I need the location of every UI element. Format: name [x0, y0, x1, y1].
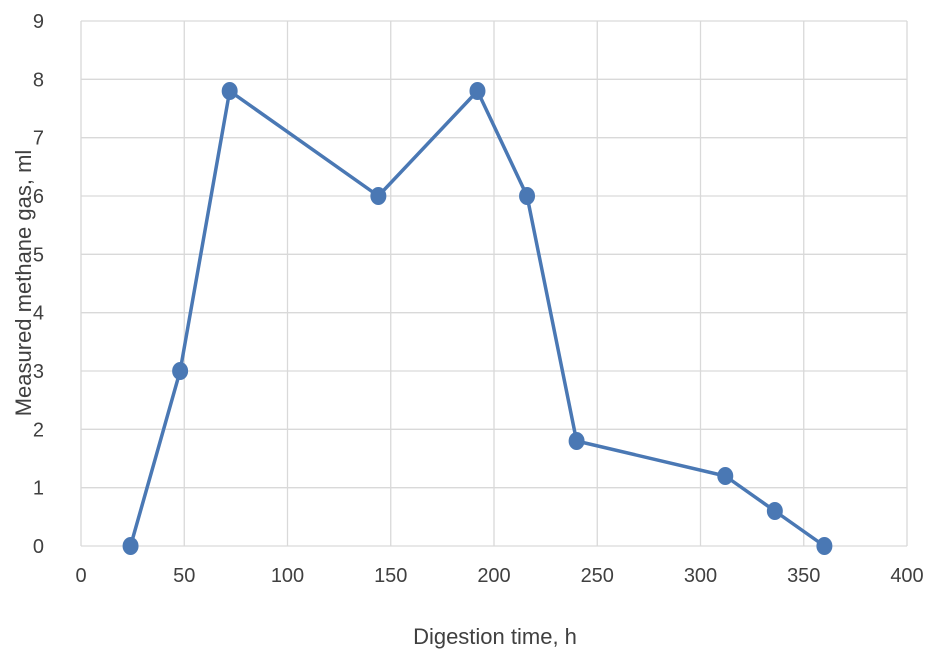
- data-point: [172, 362, 189, 380]
- x-tick-label: 200: [477, 565, 510, 587]
- y-tick-label: 9: [33, 11, 44, 33]
- x-axis-title: Digestion time, h: [413, 624, 577, 649]
- y-tick-label: 2: [33, 419, 44, 441]
- data-point: [717, 467, 734, 485]
- data-point: [568, 432, 585, 450]
- gridlines: [80, 20, 908, 547]
- series-layer: [122, 82, 833, 555]
- data-point: [766, 502, 783, 520]
- y-axis-title: Measured methane gas, ml: [11, 150, 36, 417]
- y-tick-label: 3: [33, 361, 44, 383]
- x-tick-label: 350: [787, 565, 820, 587]
- data-point: [519, 187, 536, 205]
- y-tick-label: 6: [33, 186, 44, 208]
- data-point: [370, 187, 387, 205]
- data-point: [469, 82, 486, 100]
- x-tick-label: 150: [374, 565, 407, 587]
- data-point: [816, 537, 833, 555]
- y-tick-label: 8: [33, 69, 44, 91]
- y-tick-label: 7: [33, 128, 44, 150]
- data-point: [221, 82, 238, 100]
- y-tick-label: 0: [33, 536, 44, 558]
- y-tick-label: 4: [33, 303, 44, 325]
- y-tick-label: 5: [33, 244, 44, 266]
- y-axis-tick-labels: 0 1 2 3 4 5 6 7 8 9: [33, 11, 44, 558]
- y-tick-label: 1: [33, 478, 44, 500]
- x-tick-label: 100: [271, 565, 304, 587]
- data-point: [122, 537, 139, 555]
- x-tick-label: 250: [581, 565, 614, 587]
- x-tick-label: 50: [173, 565, 195, 587]
- x-tick-label: 400: [890, 565, 923, 587]
- x-axis-tick-labels: 0 50 100 150 200 250 300 350 400: [75, 565, 923, 587]
- x-tick-label: 300: [684, 565, 717, 587]
- x-tick-label: 0: [75, 565, 86, 587]
- series-line: [128, 89, 826, 548]
